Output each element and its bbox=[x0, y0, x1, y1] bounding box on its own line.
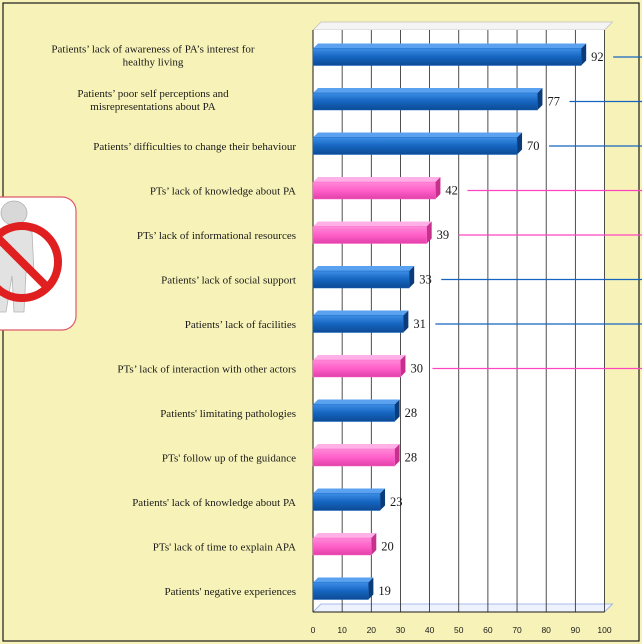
x-tick-label: 80 bbox=[541, 625, 551, 635]
x-tick-label: 50 bbox=[454, 625, 464, 635]
value-label: 20 bbox=[381, 540, 394, 554]
category-label: Patients' negative experiences bbox=[165, 586, 296, 598]
x-tick-label: 40 bbox=[425, 625, 435, 635]
value-label: 31 bbox=[413, 317, 426, 331]
x-tick-label: 60 bbox=[483, 625, 493, 635]
x-tick-label: 70 bbox=[512, 625, 522, 635]
x-axis-ticks: 0 10 20 30 40 50 60 70 80 90 100 bbox=[311, 625, 612, 635]
category-label: Patients’ difficulties to change their b… bbox=[93, 141, 296, 153]
value-label: 28 bbox=[405, 406, 418, 420]
grid bbox=[312, 30, 605, 613]
category-label: PTs' follow up of the guidance bbox=[162, 453, 296, 465]
category-label: Patients’ lack of facilities bbox=[185, 319, 296, 331]
category-label: PTs' lack of time to explain APA bbox=[153, 542, 296, 554]
value-label: 19 bbox=[378, 584, 391, 598]
value-label: 77 bbox=[547, 95, 560, 109]
bars bbox=[312, 43, 587, 600]
category-label: Patients' limitating pathologies bbox=[160, 408, 296, 420]
leader-lines bbox=[432, 56, 642, 370]
x-tick-label: 90 bbox=[571, 625, 581, 635]
value-label: 70 bbox=[527, 139, 540, 153]
bar bbox=[312, 43, 587, 66]
x-tick-label: 100 bbox=[597, 625, 611, 635]
value-label: 33 bbox=[419, 273, 432, 287]
bar bbox=[312, 488, 386, 511]
bar bbox=[312, 177, 441, 200]
bar bbox=[312, 355, 406, 378]
value-labels: 92 77 70 42 39 33 31 30 28 28 23 20 19 bbox=[378, 50, 603, 598]
bar bbox=[312, 221, 432, 244]
category-label: PTs’ lack of interaction with other acto… bbox=[117, 364, 296, 376]
x-tick-label: 30 bbox=[396, 625, 406, 635]
category-label: Patients’ poor self perceptions and misre… bbox=[77, 88, 229, 113]
value-label: 39 bbox=[437, 228, 450, 242]
x-tick-label: 20 bbox=[367, 625, 377, 635]
category-label: PTs’ lack of knowledge about PA bbox=[150, 186, 296, 198]
bar bbox=[312, 577, 374, 600]
x-tick-label: 10 bbox=[337, 625, 347, 635]
category-label: Patients' lack of knowledge about PA bbox=[132, 497, 296, 509]
bar bbox=[312, 266, 415, 289]
bar bbox=[312, 310, 409, 333]
category-label: Patients’ lack of social support bbox=[161, 275, 296, 287]
x-tick-label: 0 bbox=[311, 625, 316, 635]
value-label: 42 bbox=[445, 184, 458, 198]
bar bbox=[312, 399, 400, 422]
category-labels: Patients’ lack of awareness of PA’s inte… bbox=[51, 44, 296, 599]
value-label: 30 bbox=[410, 362, 423, 376]
category-label: Patients’ lack of awareness of PA’s inte… bbox=[51, 44, 254, 69]
bar bbox=[312, 132, 523, 155]
bar bbox=[312, 88, 543, 111]
value-label: 28 bbox=[405, 451, 418, 465]
no-entry-figure-icon bbox=[0, 196, 77, 331]
value-label: 92 bbox=[591, 50, 604, 64]
value-label: 23 bbox=[390, 495, 403, 509]
bar bbox=[312, 444, 400, 467]
bar bbox=[312, 533, 377, 556]
category-label: PTs’ lack of informational resources bbox=[137, 230, 296, 242]
